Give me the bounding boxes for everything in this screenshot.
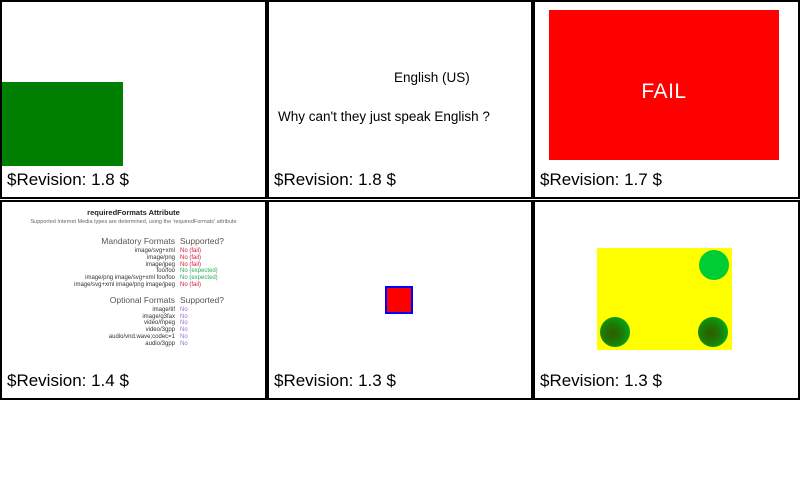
format-label: image/tif [152,306,175,313]
format-label: foo/foo [156,268,175,275]
table-row: image/tif No [2,307,265,314]
language-question: Why can't they just speak English ? [278,109,490,124]
report-subtitle: Supported Internet Media types are deter… [30,219,237,225]
table-row: image/png image/svg+xml foo/foo No (expe… [2,275,265,282]
revision-label: $Revision: 1.7 $ [540,170,662,189]
column-header-supported: Supported? [180,236,224,246]
status-value: No (fail) [180,248,202,254]
status-value: No (expected) [180,268,218,275]
test-cell-fail: FAIL $Revision: 1.7 $ [533,0,800,199]
table-row: audio/vnd.wave;codec=1 No [2,334,265,341]
format-label: image/svg+xml [134,248,175,254]
status-value: No (fail) [180,254,202,261]
green-circle-top-right [699,250,729,280]
format-label: audio/3gpp [145,340,175,347]
status-value: No [180,313,188,320]
green-gradient-circle-bottom-right [698,317,728,347]
format-label: image/jpeg [145,261,175,268]
fail-rect: FAIL [549,10,779,160]
optional-formats-table: Optional Formats Supported? image/tif No… [2,295,265,348]
revision-label: $Revision: 1.3 $ [540,371,662,390]
table-row: foo/foo No (expected) [2,268,265,275]
test-cell-required-formats: requiredFormats Attribute Supported Inte… [0,200,267,400]
table-row: video/3gpp No [2,327,265,334]
column-header-supported: Supported? [180,294,224,305]
green-gradient-circle-bottom-left [600,317,630,347]
yellow-rect [597,248,732,350]
revision-label: $Revision: 1.4 $ [7,371,129,390]
format-label: video/mpeg [143,320,175,327]
table-row: audio/3gpp No [2,341,265,348]
revision-label: $Revision: 1.8 $ [7,170,129,189]
column-header-formats: Mandatory Formats [101,236,175,246]
revision-label: $Revision: 1.8 $ [274,170,396,189]
table-header: Optional Formats Supported? [2,295,265,305]
table-row: image/png No (fail) [2,255,265,262]
table-row: image/svg+xml No (fail) [2,248,265,255]
test-cell-green-rect: $Revision: 1.8 $ [0,0,267,199]
format-label: image/png [146,254,175,261]
table-row: image/g3fax No [2,314,265,321]
status-value: No [180,320,188,327]
test-cell-red-square: $Revision: 1.3 $ [267,200,533,400]
revision-label: $Revision: 1.3 $ [274,371,396,390]
green-rect [2,82,123,166]
table-row: image/jpeg No (fail) [2,262,265,269]
test-cell-yellow-circles: $Revision: 1.3 $ [533,200,800,400]
language-label: English (US) [394,70,470,85]
status-value: No [180,333,188,340]
status-value: No [180,340,188,347]
table-header: Mandatory Formats Supported? [2,236,265,246]
status-value: No [180,306,188,313]
format-label: image/svg+xml image/png image/jpeg [74,281,175,288]
fail-text: FAIL [641,80,687,103]
red-square [385,286,413,314]
test-cell-language-text: English (US) Why can't they just speak E… [267,0,533,199]
mandatory-formats-table: Mandatory Formats Supported? image/svg+x… [2,236,265,289]
format-label: video/3gpp [145,327,175,334]
status-value: No (fail) [180,261,202,268]
formats-report: requiredFormats Attribute Supported Inte… [2,208,265,354]
format-label: audio/vnd.wave;codec=1 [108,333,175,340]
format-label: image/png image/svg+xml foo/foo [85,275,175,282]
format-label: image/g3fax [142,313,175,320]
status-value: No (fail) [180,281,202,288]
status-value: No (expected) [180,275,218,282]
report-title: requiredFormats Attribute [87,208,180,217]
table-row: image/svg+xml image/png image/jpeg No (f… [2,282,265,289]
status-value: No [180,327,188,334]
table-row: video/mpeg No [2,320,265,327]
column-header-formats: Optional Formats [109,294,175,305]
